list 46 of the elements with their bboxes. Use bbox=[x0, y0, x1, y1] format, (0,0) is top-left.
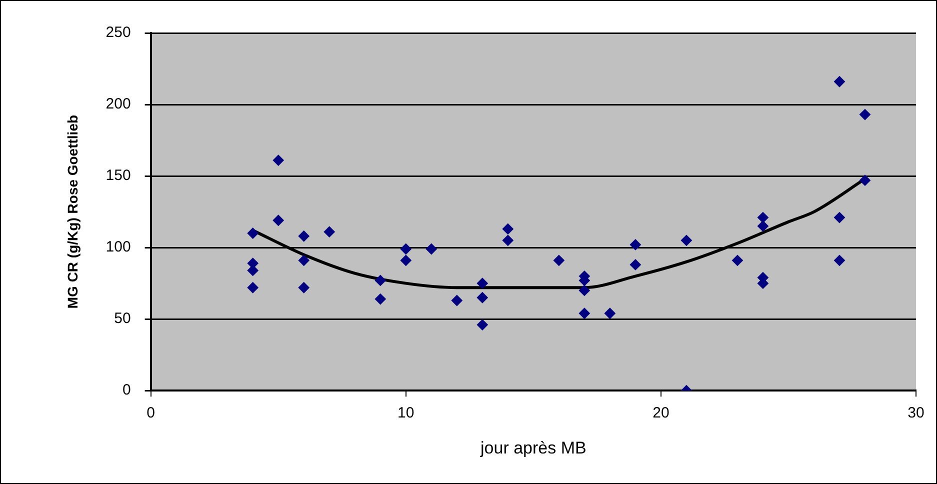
point bbox=[502, 223, 514, 234]
y-tick-label: 100 bbox=[106, 238, 131, 256]
x-tick-label: 10 bbox=[398, 404, 414, 422]
x-tick-label: 20 bbox=[652, 404, 670, 422]
point bbox=[578, 308, 590, 319]
point bbox=[298, 230, 310, 242]
point bbox=[247, 228, 258, 239]
point bbox=[680, 234, 692, 246]
point bbox=[374, 294, 386, 305]
y-tick-label: 200 bbox=[106, 96, 131, 113]
point bbox=[426, 243, 437, 254]
point bbox=[476, 278, 488, 289]
point bbox=[400, 254, 412, 266]
point bbox=[476, 319, 488, 330]
x-tick-label: 30 bbox=[908, 404, 924, 422]
point bbox=[859, 109, 870, 120]
point bbox=[298, 254, 310, 266]
point bbox=[630, 239, 641, 250]
point bbox=[247, 282, 258, 294]
point bbox=[400, 243, 412, 254]
point bbox=[604, 308, 616, 319]
y-tick-label: 50 bbox=[114, 310, 131, 328]
point bbox=[630, 259, 641, 270]
point bbox=[757, 220, 768, 232]
point bbox=[298, 282, 310, 294]
point bbox=[476, 292, 488, 304]
point bbox=[859, 174, 870, 186]
x-axis-title: jour après MB bbox=[480, 438, 586, 458]
point bbox=[272, 214, 284, 226]
y-tick-label: 150 bbox=[106, 167, 131, 184]
point bbox=[578, 284, 590, 296]
point bbox=[451, 294, 462, 306]
point bbox=[834, 254, 845, 266]
y-axis-title: MG CR (g/Kg) Rose Goettlieb bbox=[64, 114, 80, 309]
point bbox=[502, 234, 514, 246]
point bbox=[732, 254, 743, 266]
point bbox=[757, 212, 768, 224]
x-tick-label: 0 bbox=[146, 404, 155, 422]
point bbox=[324, 226, 335, 238]
y-tick-label: 250 bbox=[106, 24, 131, 42]
y-tick-label: 0 bbox=[122, 382, 131, 399]
point bbox=[272, 154, 284, 166]
point bbox=[834, 212, 845, 224]
point bbox=[834, 76, 845, 88]
point bbox=[374, 274, 386, 286]
point bbox=[553, 254, 564, 266]
